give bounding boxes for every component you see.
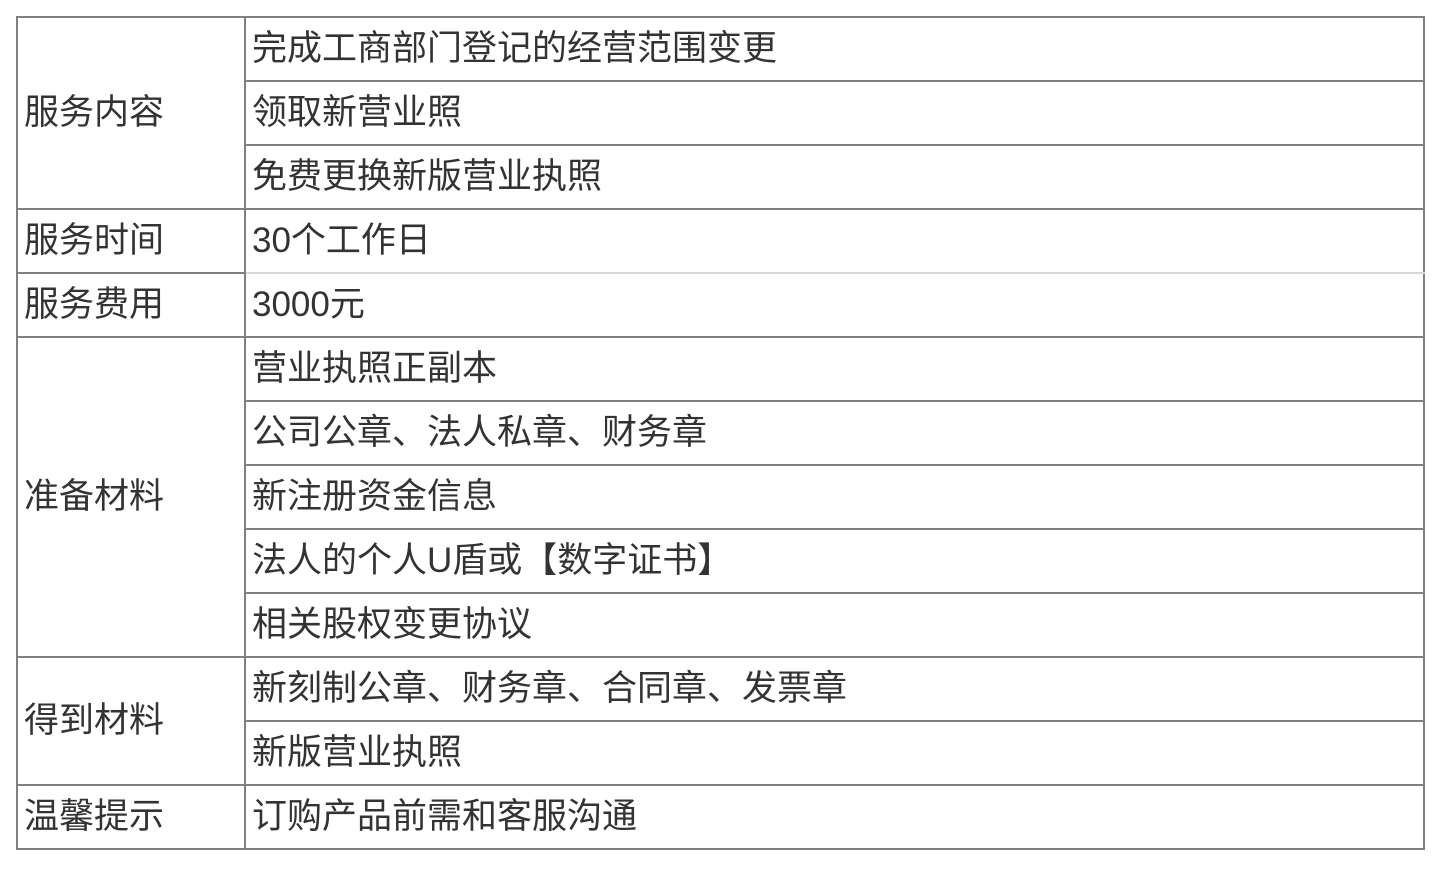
row-label-service-time: 服务时间 [16,208,246,274]
service-info-table: 服务内容 完成工商部门登记的经营范围变更 领取新营业照 免费更换新版营业执照 服… [16,16,1425,850]
row-label-service-fee: 服务费用 [16,272,246,338]
table-row: 得到材料 新刻制公章、财务章、合同章、发票章 [16,656,1425,786]
table-row: 领取新营业照 [17,80,1425,146]
table-row: 准备材料 营业执照正副本 [16,336,1425,658]
table-cell: 新注册资金信息 [244,464,1425,530]
table-cell: 营业执照正副本 [244,336,1425,402]
table-cell: 相关股权变更协议 [244,592,1425,658]
table-cell: 法人的个人U盾或【数字证书】 [244,528,1425,594]
table-row: 相关股权变更协议 [17,592,1425,658]
table-cell: 领取新营业照 [244,80,1425,146]
table-row: 公司公章、法人私章、财务章 [17,400,1425,466]
table-cell: 免费更换新版营业执照 [244,144,1425,210]
table-cell: 30个工作日 [244,208,1425,274]
table-cell: 订购产品前需和客服沟通 [244,784,1425,850]
table-row: 法人的个人U盾或【数字证书】 [17,528,1425,594]
table-row: 免费更换新版营业执照 [17,144,1425,210]
table-row: 新版营业执照 [17,720,1425,786]
row-label-materials-needed: 准备材料 [16,336,246,658]
row-label-materials-received: 得到材料 [16,656,246,786]
table-cell: 完成工商部门登记的经营范围变更 [244,16,1425,82]
table-cell: 新版营业执照 [244,720,1425,786]
row-label-service-content: 服务内容 [16,16,246,210]
table-cell: 公司公章、法人私章、财务章 [244,400,1425,466]
table-cell: 新刻制公章、财务章、合同章、发票章 [244,656,1425,722]
table-row: 服务费用 3000元 [16,272,1425,338]
table-row: 服务时间 30个工作日 [16,208,1425,274]
table-cell: 3000元 [244,272,1425,338]
table-row: 温馨提示 订购产品前需和客服沟通 [16,784,1425,850]
table-row: 服务内容 完成工商部门登记的经营范围变更 [16,16,1425,210]
row-label-tips: 温馨提示 [16,784,246,850]
table-row: 新注册资金信息 [17,464,1425,530]
